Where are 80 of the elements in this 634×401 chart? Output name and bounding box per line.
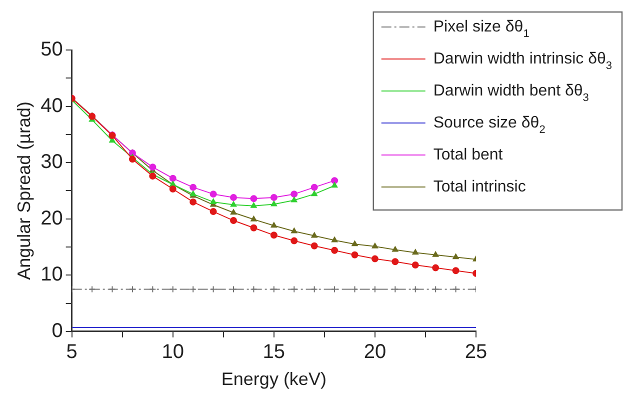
point — [270, 232, 278, 239]
point — [250, 202, 257, 208]
x-tick-label: 5 — [66, 340, 78, 363]
point — [331, 177, 338, 184]
point — [412, 249, 418, 255]
point — [290, 190, 298, 198]
point — [432, 251, 439, 257]
x-tick-label: 20 — [364, 340, 386, 363]
point — [270, 194, 278, 201]
point — [351, 286, 358, 293]
point — [371, 286, 378, 293]
point — [88, 286, 96, 293]
point — [331, 236, 338, 242]
point — [230, 209, 237, 215]
x-tick-label: 25 — [464, 340, 488, 363]
point — [331, 182, 338, 188]
point — [210, 190, 217, 198]
point — [250, 216, 257, 222]
x-axis-title: Energy (keV) — [221, 369, 326, 390]
point — [290, 286, 298, 293]
point — [432, 286, 440, 293]
point — [311, 232, 318, 238]
point — [128, 156, 136, 163]
point — [210, 198, 216, 204]
y-axis-title: Angular Spread (µrad) — [14, 101, 34, 280]
point — [149, 172, 156, 180]
point — [452, 267, 460, 274]
point — [352, 240, 358, 246]
point — [310, 286, 318, 293]
point — [392, 286, 399, 293]
point — [372, 242, 378, 248]
y-tick-label: 20 — [40, 207, 63, 230]
y-tick-label: 10 — [40, 264, 63, 286]
legend-label: Total bent — [433, 146, 504, 164]
y-tick-label: 40 — [40, 94, 63, 117]
point — [210, 286, 217, 293]
point — [250, 224, 258, 232]
y-tick-label: 50 — [40, 38, 63, 61]
point — [230, 194, 238, 201]
point — [392, 246, 398, 252]
point — [230, 217, 238, 224]
point — [190, 198, 197, 206]
point — [452, 254, 459, 260]
point — [210, 208, 217, 216]
point — [149, 164, 156, 171]
point — [190, 286, 197, 293]
point — [270, 286, 278, 293]
point — [270, 222, 278, 228]
point — [351, 251, 358, 258]
point — [230, 286, 238, 293]
point — [230, 201, 237, 207]
point — [169, 174, 176, 182]
point — [108, 286, 116, 293]
point — [128, 286, 136, 293]
point — [371, 255, 378, 262]
point — [412, 286, 419, 293]
legend-label: Total intrinsic — [433, 178, 526, 196]
point — [291, 228, 298, 234]
point — [169, 286, 176, 293]
x-tick-label: 15 — [262, 340, 286, 363]
point — [412, 261, 419, 268]
point — [290, 237, 298, 244]
point — [331, 246, 338, 254]
point — [190, 184, 197, 191]
point — [250, 195, 258, 202]
point — [310, 184, 318, 191]
x-tick-label: 10 — [162, 340, 184, 363]
point — [311, 190, 318, 196]
point — [432, 264, 440, 272]
point — [392, 258, 399, 266]
point — [270, 200, 278, 206]
point — [452, 286, 460, 293]
point — [310, 242, 318, 250]
point — [169, 186, 176, 193]
point — [250, 286, 258, 293]
point — [149, 286, 156, 293]
point — [331, 286, 338, 293]
y-tick-label: 30 — [40, 151, 63, 174]
y-tick-label: 0 — [52, 320, 63, 342]
point — [291, 196, 298, 202]
